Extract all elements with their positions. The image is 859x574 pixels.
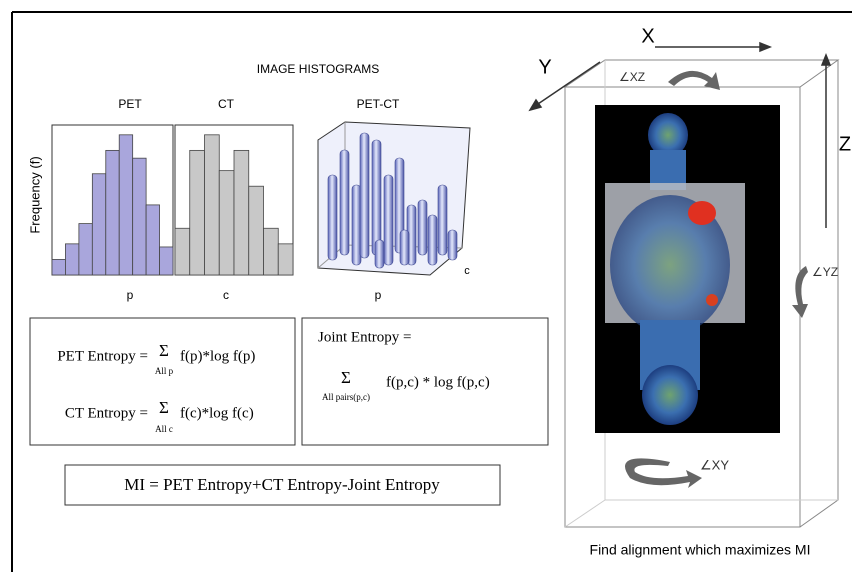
- hist-name: PET: [118, 97, 142, 111]
- axis-label: Z: [839, 133, 851, 155]
- angle-label: ∠XY: [700, 457, 729, 472]
- y-axis-label: Frequency (f): [27, 156, 42, 233]
- title: IMAGE HISTOGRAMS: [257, 62, 379, 76]
- axis-label: Y: [538, 56, 551, 78]
- formula-under: All c: [155, 424, 173, 434]
- hist-name: PET-CT: [357, 97, 400, 111]
- formula-rhs: f(p)*log f(p): [180, 348, 255, 364]
- histogram-bar: [119, 135, 132, 275]
- formula-under: All p: [155, 366, 174, 376]
- formula-sum: Σ: [159, 398, 169, 417]
- histogram-bar: [52, 259, 65, 275]
- formula-rhs: f(c)*log f(c): [180, 405, 254, 421]
- angle-label: ∠YZ: [812, 265, 838, 279]
- formula-sum: Σ: [341, 368, 351, 387]
- formula-lhs: Joint Entropy =: [318, 329, 411, 345]
- formula-lhs: CT Entropy =: [65, 405, 148, 421]
- hist-x-label: c: [223, 288, 229, 302]
- histogram-bar: [175, 228, 190, 275]
- histogram-bar: [133, 158, 146, 275]
- histogram-bar: [146, 205, 159, 275]
- caption: Find alignment which maximizes MI: [590, 542, 811, 558]
- hist-x-label: p: [127, 288, 134, 302]
- histogram-bar: [205, 135, 220, 275]
- mi-formula: MI = PET Entropy+CT Entropy-Joint Entrop…: [124, 475, 440, 494]
- formula-lhs: PET Entropy =: [57, 348, 148, 364]
- axis-label: X: [641, 25, 654, 47]
- joint-histogram: [318, 122, 470, 275]
- histogram-bar: [65, 244, 78, 275]
- hist-name: CT: [218, 97, 235, 111]
- histogram-bar: [264, 228, 279, 275]
- figure: IMAGE HISTOGRAMS PET CT PET-CT Frequency…: [0, 0, 859, 574]
- formula-under: All pairs(p,c): [322, 392, 370, 402]
- histogram-bar: [249, 186, 264, 275]
- formula-rhs: f(p,c) * log f(p,c): [386, 374, 490, 390]
- hist-x-label: p: [375, 288, 382, 302]
- histogram-bar: [190, 150, 205, 275]
- histogram-bar: [234, 150, 249, 275]
- histogram-bar: [92, 174, 105, 275]
- histogram-bar: [278, 244, 293, 275]
- histogram-bar: [160, 247, 173, 275]
- histogram-bar: [106, 150, 119, 275]
- formula-sum: Σ: [159, 341, 169, 360]
- hist-y-label: c: [464, 265, 470, 277]
- angle-label: ∠XZ: [619, 70, 645, 84]
- histogram-bar: [79, 224, 92, 275]
- histogram-bar: [219, 171, 234, 275]
